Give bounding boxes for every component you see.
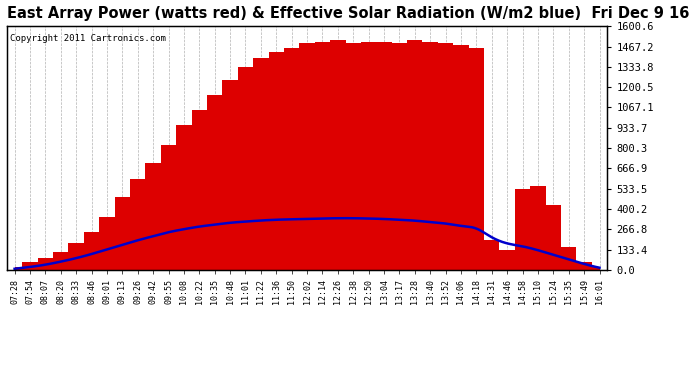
Text: Copyright 2011 Cartronics.com: Copyright 2011 Cartronics.com <box>10 34 166 43</box>
Text: East Array Power (watts red) & Effective Solar Radiation (W/m2 blue)  Fri Dec 9 : East Array Power (watts red) & Effective… <box>7 6 690 21</box>
